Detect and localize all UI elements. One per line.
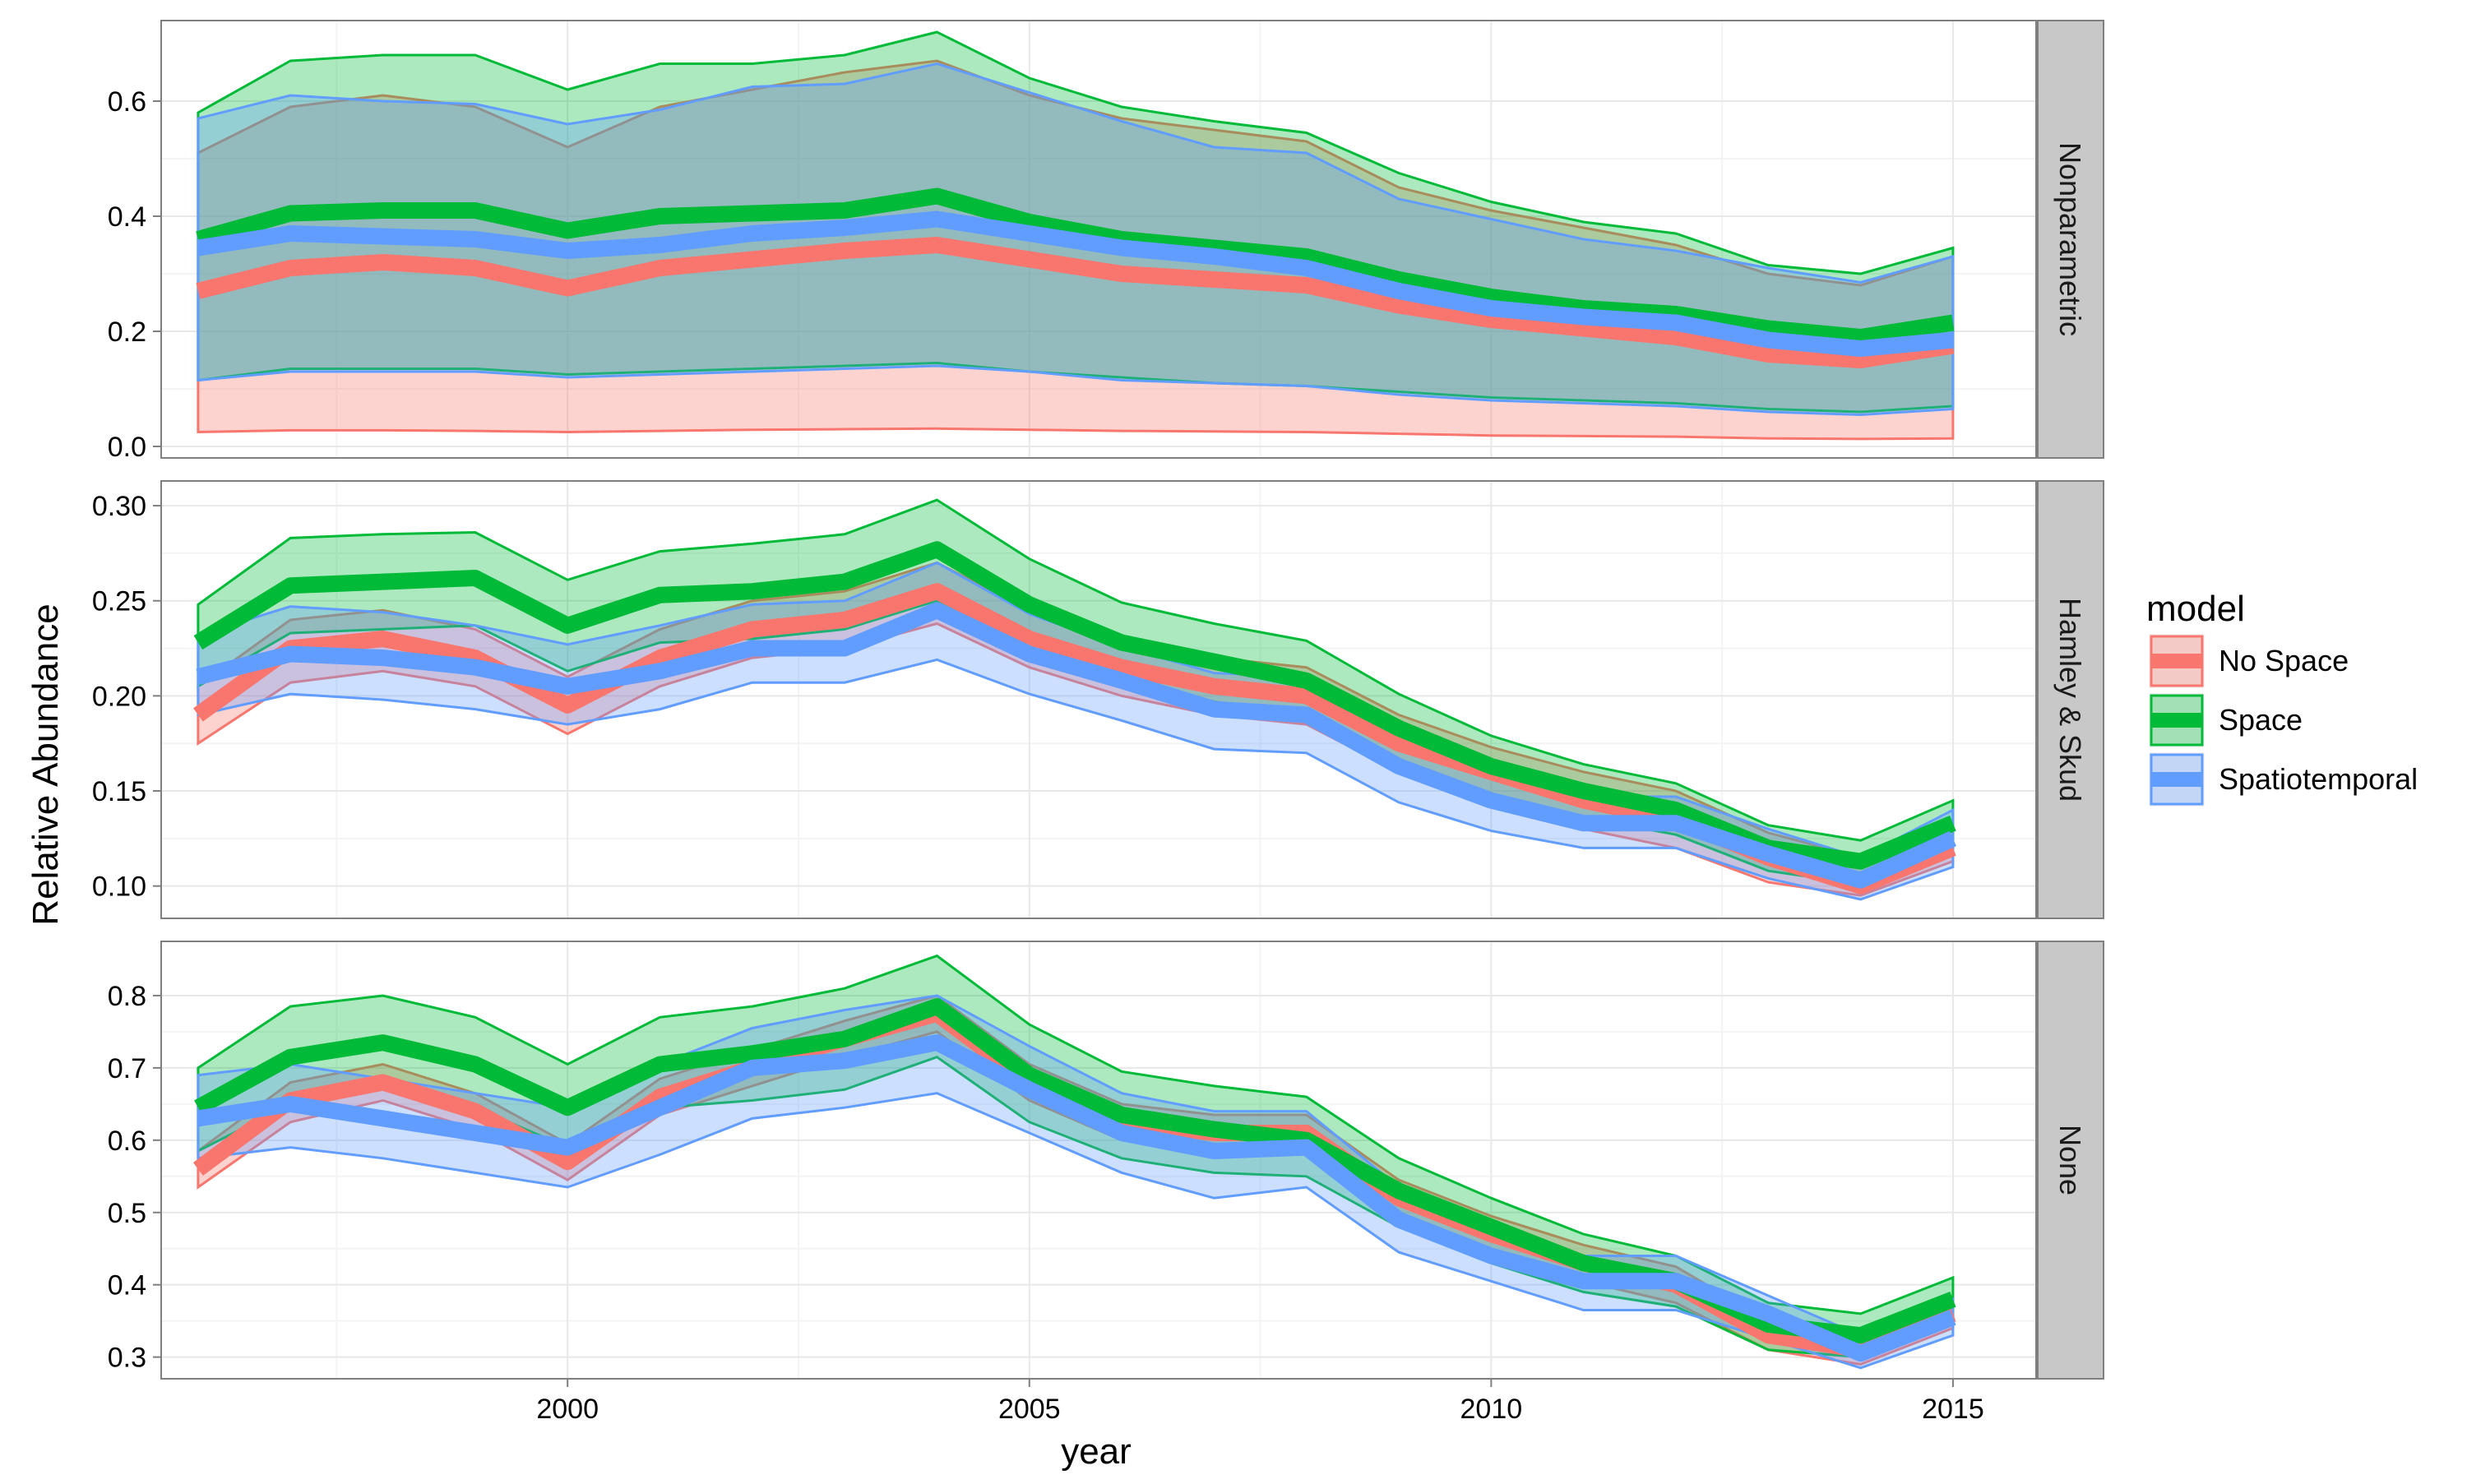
panel-border bbox=[160, 480, 2037, 919]
legend-entry: No Space bbox=[2147, 632, 2349, 690]
facet-panels: 0.0 0.2 0.4 0.6 Nonparametric 0.10 0.15 0.20 0.2… bbox=[92, 20, 2104, 1425]
y-axis-label: Relative Abundance bbox=[25, 603, 66, 925]
mean-line-spatiotemporal bbox=[196, 602, 1957, 889]
y-tick-label: 0.20 bbox=[92, 681, 146, 712]
facet-strip bbox=[2037, 480, 2104, 919]
axis-labels: year Relative Abundance bbox=[25, 603, 1132, 1472]
y-tick-label: 0.6 bbox=[108, 86, 146, 118]
panel-1: 0.10 0.15 0.20 0.25 0.30 Hamley & Skud bbox=[92, 480, 2104, 919]
y-tick-label: 0.10 bbox=[92, 871, 146, 903]
y-tick-label: 0.3 bbox=[108, 1343, 146, 1374]
x-tick-label: 2015 bbox=[1922, 1394, 1984, 1425]
facet-strip-label: Nonparametric bbox=[2053, 142, 2087, 336]
panel-border bbox=[160, 941, 2037, 1380]
panel-0: 0.0 0.2 0.4 0.6 Nonparametric bbox=[108, 20, 2104, 463]
y-tick-label: 0.2 bbox=[108, 317, 146, 348]
panel-border bbox=[160, 20, 2037, 459]
mean-line-spatiotemporal bbox=[197, 210, 1954, 357]
y-tick-label: 0.4 bbox=[108, 201, 146, 233]
x-axis: 2000 2005 2010 2015 bbox=[536, 1379, 1984, 1425]
y-tick-label: 0.15 bbox=[92, 776, 146, 807]
ribbon-spatiotemporal bbox=[197, 561, 1955, 901]
legend-label: Space bbox=[2219, 703, 2303, 737]
mean-line-space bbox=[193, 541, 1956, 870]
x-tick-label: 2000 bbox=[536, 1394, 599, 1425]
facet-strip bbox=[2037, 941, 2104, 1380]
ribbon-spatiotemporal bbox=[197, 994, 1955, 1370]
y-tick-label: 0.8 bbox=[108, 981, 146, 1012]
y-tick-label: 0.5 bbox=[108, 1198, 146, 1229]
x-axis-label: year bbox=[1061, 1431, 1132, 1472]
mean-line-spatiotemporal bbox=[197, 1034, 1956, 1362]
ribbon-no-space bbox=[197, 59, 1955, 441]
y-tick-label: 0.25 bbox=[92, 586, 146, 617]
x-tick-label: 2010 bbox=[1460, 1394, 1523, 1425]
legend-entry: Space bbox=[2147, 691, 2303, 749]
facet-strip-label: Hamley & Skud bbox=[2053, 598, 2087, 802]
mean-line-no-space bbox=[196, 237, 1955, 368]
legend-label: No Space bbox=[2219, 644, 2349, 677]
x-tick-label: 2005 bbox=[998, 1394, 1061, 1425]
legend-title: model bbox=[2146, 589, 2245, 629]
y-tick-label: 0.30 bbox=[92, 491, 146, 522]
mean-line-space bbox=[196, 187, 1955, 345]
facet-strip-label: None bbox=[2053, 1125, 2087, 1195]
y-tick-label: 0.6 bbox=[108, 1126, 146, 1157]
legend-entry: Spatiotemporal bbox=[2147, 751, 2418, 808]
legend: model No Space Space Spatiotemporal bbox=[2146, 589, 2418, 808]
y-tick-label: 0.0 bbox=[108, 432, 146, 463]
panel-2: 0.3 0.4 0.5 0.6 0.7 0.8 None bbox=[108, 941, 2104, 1380]
legend-label: Spatiotemporal bbox=[2219, 762, 2418, 796]
y-tick-label: 0.4 bbox=[108, 1270, 146, 1301]
facet-strip bbox=[2037, 20, 2104, 459]
y-tick-label: 0.7 bbox=[108, 1053, 146, 1084]
